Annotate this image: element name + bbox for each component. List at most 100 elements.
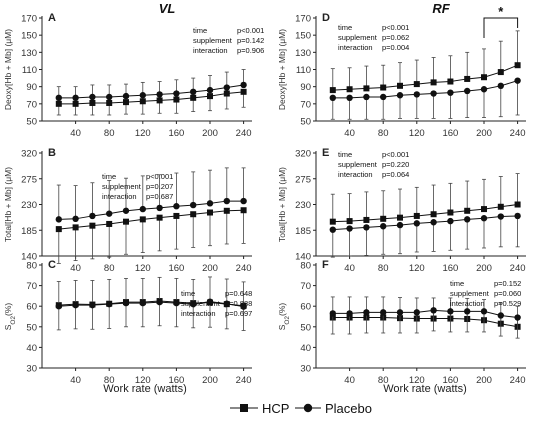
data-point-placebo <box>223 197 230 205</box>
y-tick-label: 130 <box>21 48 37 59</box>
y-tick-label: 110 <box>296 65 311 76</box>
y-axis-label: Total[Hb + Mb] (μM) <box>277 167 287 242</box>
data-point-placebo <box>464 308 471 315</box>
y-tick-label: 185 <box>295 226 311 237</box>
data-point-hcp <box>329 87 336 94</box>
y-axis-label: Deoxy[Hb + Mb] (μM) <box>277 29 287 110</box>
data-point-placebo <box>329 226 336 233</box>
data-point-hcp <box>240 207 247 214</box>
panel-letter: A <box>48 12 56 24</box>
x-tick-label: 120 <box>409 375 425 386</box>
stat-value: p=0.142 <box>237 36 264 45</box>
stat-label: interaction <box>102 192 137 201</box>
y-tick-label: 140 <box>21 252 37 263</box>
stat-value: p<0.001 <box>382 150 409 159</box>
data-point-placebo <box>139 92 146 99</box>
y-axis-label-sub: O2 <box>284 316 291 325</box>
column-title: RF <box>432 1 450 16</box>
stat-label: supplement <box>338 33 378 42</box>
series-line-hcp <box>58 209 244 230</box>
data-point-placebo <box>380 93 387 101</box>
data-point-placebo <box>380 223 387 230</box>
data-point-hcp <box>106 99 113 106</box>
stat-value: p=0.697 <box>225 309 252 318</box>
series-line-placebo <box>332 215 518 231</box>
x-tick-label: 40 <box>344 128 355 139</box>
data-point-placebo <box>139 205 146 213</box>
x-axis-label-right: Work rate (watts) <box>383 383 467 395</box>
data-point-hcp <box>514 201 521 208</box>
x-tick-label: 200 <box>202 128 218 139</box>
series-line-hcp <box>332 64 518 91</box>
x-tick-label: 80 <box>378 263 389 274</box>
data-point-hcp <box>72 100 79 107</box>
data-point-hcp <box>123 99 129 106</box>
y-axis-label-main: S <box>3 324 13 330</box>
data-point-hcp <box>397 214 403 221</box>
x-tick-label: 80 <box>378 128 389 139</box>
panel-letter: E <box>322 147 329 159</box>
data-point-placebo <box>156 91 163 98</box>
y-axis-label-sub: O2 <box>10 316 17 325</box>
data-point-placebo <box>464 87 471 95</box>
data-point-placebo <box>190 88 197 96</box>
data-point-placebo <box>89 301 96 309</box>
data-point-placebo <box>497 312 504 319</box>
y-tick-label: 40 <box>26 343 37 354</box>
data-point-placebo <box>206 200 214 207</box>
data-point-placebo <box>497 82 504 90</box>
data-point-placebo <box>464 216 471 223</box>
data-point-hcp <box>207 93 213 100</box>
panel-letter: F <box>322 259 329 271</box>
data-point-placebo <box>329 94 336 102</box>
stat-value: p=0.060 <box>494 289 521 298</box>
data-point-placebo <box>396 309 404 316</box>
stat-label: interaction <box>181 309 216 318</box>
stat-label: interaction <box>193 46 228 55</box>
data-point-placebo <box>89 212 96 220</box>
y-axis-label-main: S <box>277 324 287 330</box>
panel-e: 140 185 230 275 320 40 80 120 160 200 240 Total[Hb … <box>277 147 526 274</box>
panel-letter: D <box>322 12 330 24</box>
y-tick-label: 30 <box>300 364 311 375</box>
data-point-hcp <box>139 98 146 105</box>
data-point-placebo <box>447 89 454 96</box>
x-tick-label: 240 <box>236 375 252 386</box>
data-point-hcp <box>481 74 487 81</box>
x-tick-label: 240 <box>510 375 526 386</box>
series-line-placebo <box>332 309 518 319</box>
stat-label: time <box>338 150 352 159</box>
data-point-hcp <box>346 86 353 93</box>
data-point-hcp <box>447 78 454 85</box>
data-point-placebo <box>156 298 163 306</box>
legend: HCP Placebo <box>230 401 372 416</box>
x-tick-label: 80 <box>104 375 115 386</box>
data-point-placebo <box>480 308 488 315</box>
y-axis-label-tail: (%) <box>277 303 287 316</box>
stat-value: p=0.529 <box>494 299 521 308</box>
data-point-placebo <box>363 224 370 231</box>
y-tick-label: 140 <box>295 252 311 263</box>
data-point-hcp <box>380 84 387 91</box>
data-point-placebo <box>329 310 336 317</box>
data-point-hcp <box>190 94 197 101</box>
data-point-placebo <box>122 92 130 100</box>
data-point-hcp <box>173 96 180 103</box>
stat-value: p=0.888 <box>225 299 252 308</box>
data-point-hcp <box>223 90 230 97</box>
data-point-placebo <box>206 86 214 94</box>
column-title: VL <box>159 1 176 16</box>
data-point-hcp <box>430 211 437 218</box>
stat-label: supplement <box>181 299 221 308</box>
x-tick-label: 200 <box>476 128 492 139</box>
data-point-hcp <box>363 85 370 92</box>
panel-letter: B <box>48 147 56 159</box>
data-point-placebo <box>190 300 197 308</box>
data-point-placebo <box>106 210 113 217</box>
data-point-placebo <box>514 77 521 84</box>
data-point-hcp <box>240 88 247 95</box>
y-tick-label: 70 <box>26 99 37 110</box>
